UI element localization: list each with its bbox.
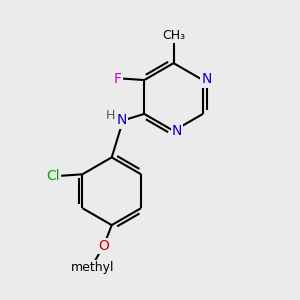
Text: O: O: [98, 239, 109, 253]
Text: H: H: [106, 109, 116, 122]
Text: N: N: [172, 124, 182, 138]
Text: F: F: [114, 72, 122, 86]
Text: CH₃: CH₃: [162, 29, 185, 42]
Text: N: N: [201, 73, 212, 86]
Text: Cl: Cl: [46, 169, 60, 183]
Text: methyl: methyl: [71, 261, 114, 274]
Text: N: N: [116, 113, 127, 128]
